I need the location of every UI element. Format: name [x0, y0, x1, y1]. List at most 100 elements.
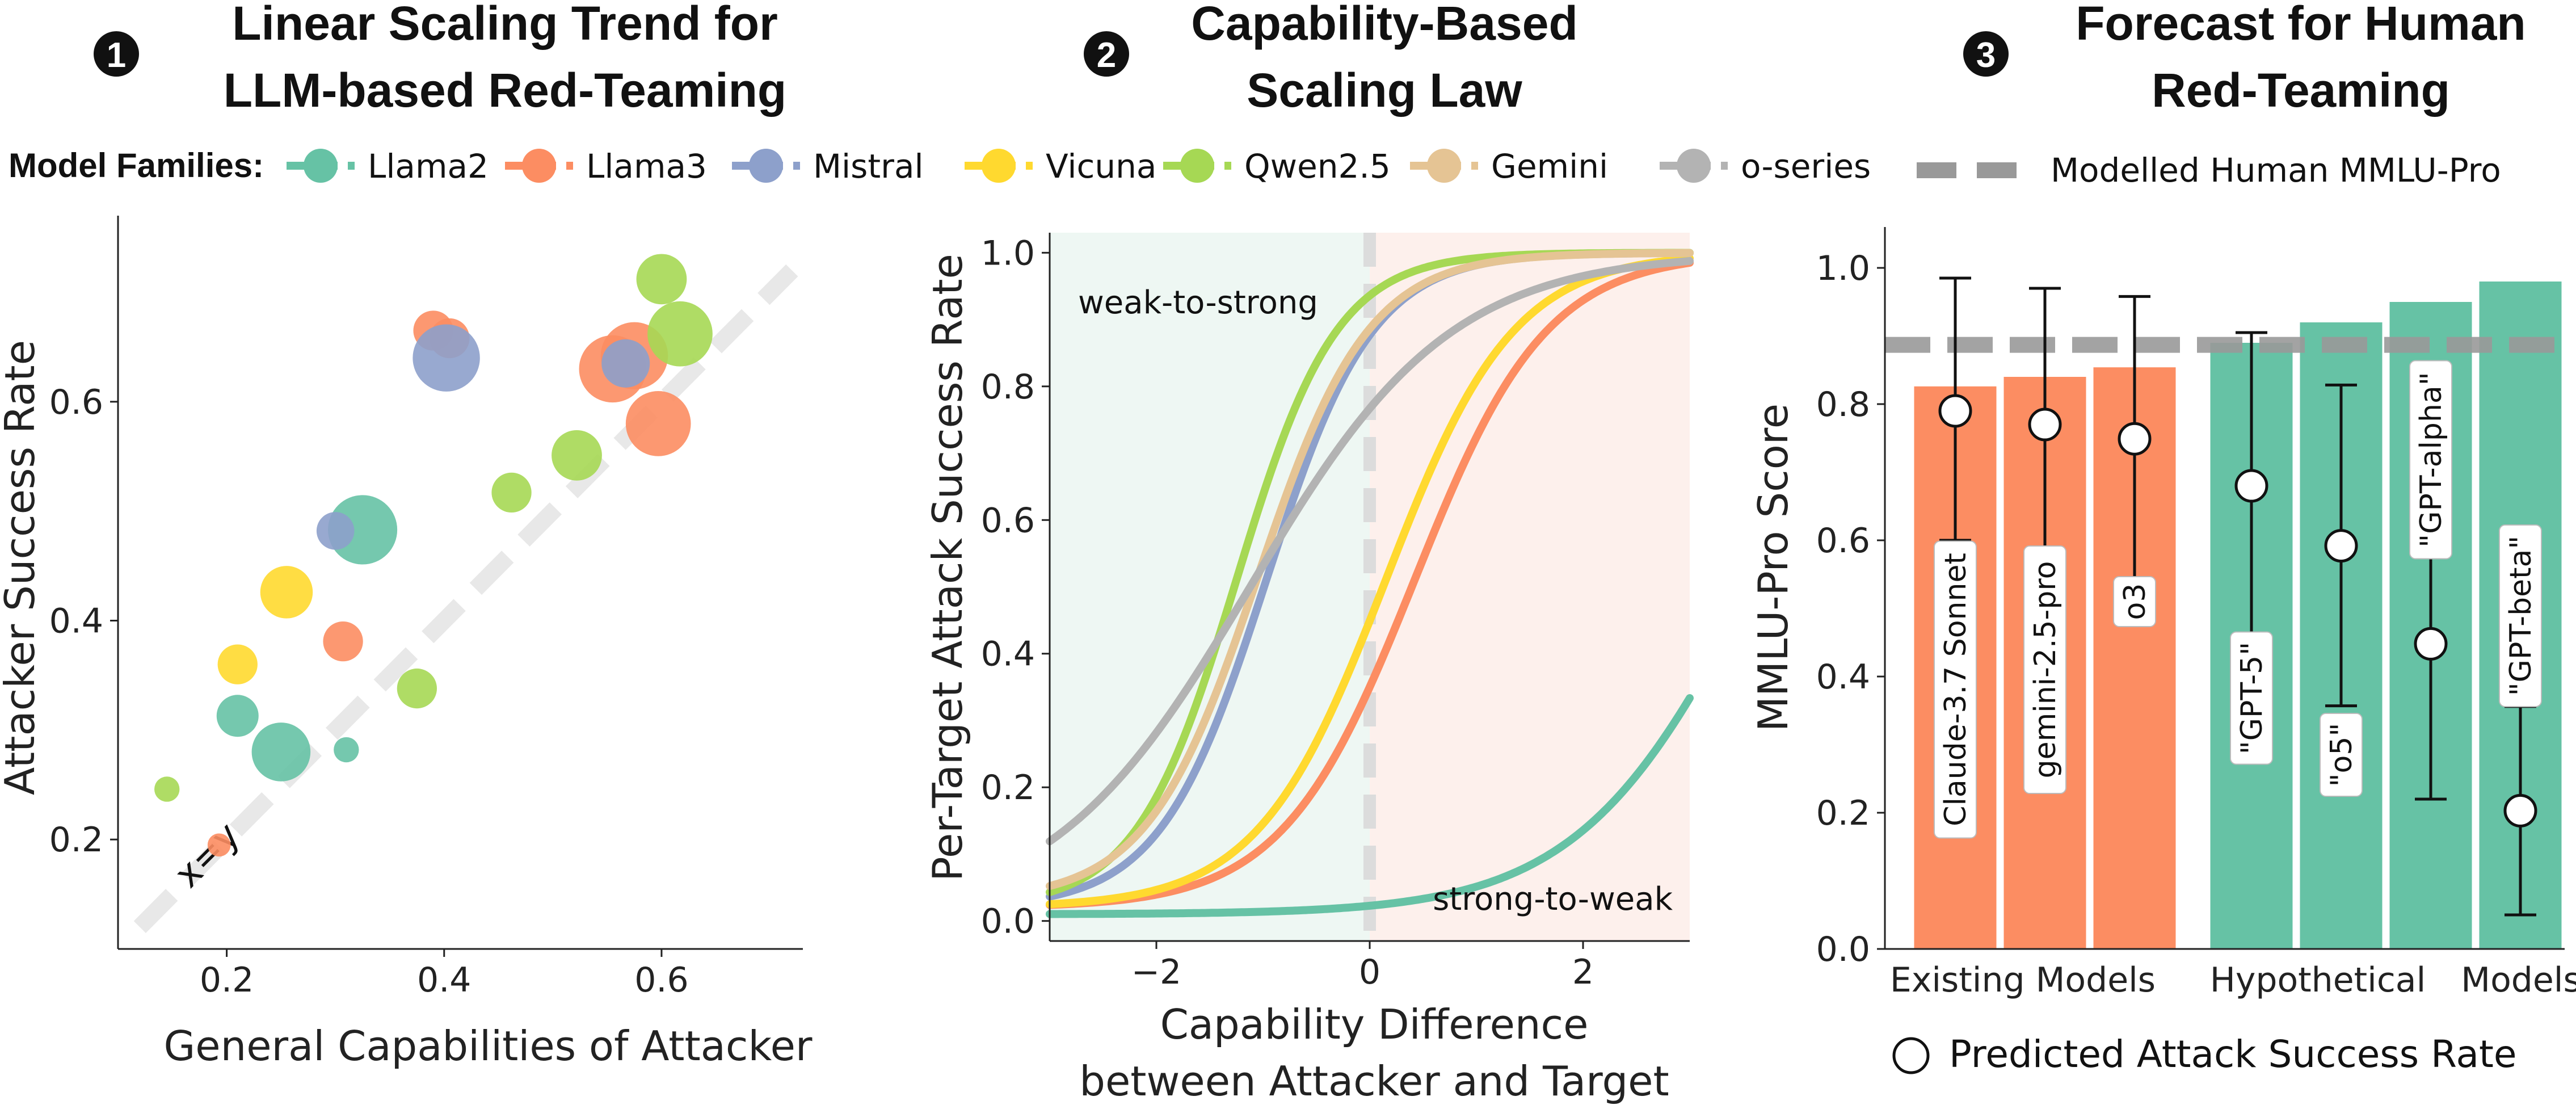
legend-swatch-marker-vicuna — [982, 149, 1016, 183]
panel-2-number: 2 — [1097, 36, 1116, 75]
scaling-y-tick-label: 0.2 — [981, 768, 1035, 808]
legend-label-gemini: Gemini — [1491, 147, 1608, 186]
human-mmlu-legend: Modelled Human MMLU-Pro — [1917, 151, 2501, 190]
scaling-x-axis-label-line1: Capability Difference — [1160, 1001, 1589, 1048]
scaling-x-tick-label: −2 — [1131, 952, 1181, 992]
scatter-y-tick-label: 0.2 — [49, 820, 103, 860]
strong-to-weak-region — [1370, 233, 1690, 941]
legend-label-mistral: Mistral — [813, 147, 924, 186]
scatter-point-llama3 — [625, 391, 691, 456]
bar-label-5: "GPT-alpha" — [2414, 372, 2448, 547]
bar-label-3: "GPT-5" — [2235, 642, 2269, 754]
legend-swatch-marker-mistral — [749, 149, 783, 183]
curve-gemini — [1046, 249, 1694, 890]
bar-label-1: gemini-2.5-pro — [2028, 561, 2063, 779]
legend-title: Model Families: — [9, 146, 264, 184]
scatter-point-qwen2.5 — [491, 472, 532, 513]
group-label-1: Hypothetical — [2210, 960, 2426, 1000]
scatter-y-tick-label: 0.4 — [49, 601, 103, 641]
scatter-point-llama3 — [207, 833, 231, 857]
panel-3-title: 3 Forecast for Human Red-Teaming — [1963, 0, 2526, 117]
scatter-point-mistral — [413, 324, 480, 392]
weak-to-strong-region — [1050, 233, 1370, 941]
legend-swatch-marker-o-series — [1677, 149, 1711, 183]
scatter-x-tick-label: 0.4 — [417, 960, 471, 1000]
scaling-y-axis-label: Per-Target Attack Success Rate — [924, 254, 971, 881]
scatter-point-llama2 — [334, 737, 359, 763]
scatter-panel: x=y0.2 0.4 0.60.20.40.6 — [49, 216, 803, 1000]
scatter-point-llama3 — [323, 621, 363, 662]
forecast-y-tick-label: 0.2 — [1816, 793, 1870, 833]
scaling-x-axis-label-line2: between Attacker and Target — [1079, 1057, 1669, 1105]
curve-llama2 — [1046, 694, 1694, 918]
scatter-x-axis-label: General Capabilities of Attacker — [164, 1022, 813, 1070]
group-label-0: Existing Models — [1890, 960, 2156, 1000]
bar-label-box-0 — [1934, 540, 1977, 839]
scatter-x-tick-label: 0.2 — [200, 960, 254, 1000]
panel-3-number: 3 — [1976, 36, 1996, 75]
legend-swatch-marker-gemini — [1427, 149, 1461, 183]
predicted-asr-point-0 — [1938, 394, 1972, 428]
strong-to-weak-label: strong-to-weak — [1433, 881, 1673, 918]
group-label-2: Models — [2461, 960, 2576, 1000]
panel-2-title: 2 Capability-Based Scaling Law — [1084, 0, 1578, 117]
scatter-point-llama2 — [216, 695, 259, 737]
predicted-asr-point-6 — [2503, 793, 2537, 827]
scatter-point-mistral — [316, 512, 355, 550]
predicted-asr-point-2 — [2118, 422, 2152, 456]
scaling-law-panel: weak-to-strong strong-to-weak −2 0 2 0.0 0.2 0.… — [981, 233, 1694, 992]
forecast-y-tick-label: 0.8 — [1816, 385, 1870, 425]
bar-label-2: o3 — [2118, 583, 2152, 620]
bar-label-box-6 — [2499, 524, 2542, 707]
human-mmlu-legend-label: Modelled Human MMLU-Pro — [2051, 151, 2501, 190]
legend-swatch-marker-llama3 — [522, 149, 556, 183]
bar-label-box-1 — [2023, 545, 2066, 794]
predicted-asr-point-1 — [2028, 408, 2062, 442]
bar-label-box-2 — [2113, 576, 2156, 627]
scaling-y-tick-label: 0.6 — [981, 501, 1035, 540]
model-families-legend: Model Families: Llama2 Llama3 Mistral Vicun… — [9, 146, 1871, 186]
panel-1-number: 1 — [107, 36, 126, 75]
bar-label-4: "o5" — [2325, 723, 2359, 787]
panel-1-title: 1 Linear Scaling Trend for LLM-based Red… — [94, 0, 786, 117]
panel-3-title-line1: Forecast for Human — [2076, 0, 2526, 50]
weak-to-strong-label: weak-to-strong — [1078, 284, 1318, 321]
panel-2-title-line1: Capability-Based — [1191, 0, 1578, 50]
predicted-asr-legend: Predicted Attack Success Rate — [1892, 1032, 2516, 1076]
curve-llama3 — [1046, 259, 1694, 909]
scaling-y-tick-label: 1.0 — [981, 233, 1035, 273]
legend-label-qwen2.5: Qwen2.5 — [1244, 147, 1391, 186]
legend-label-o-series: o-series — [1741, 147, 1871, 186]
scatter-point-vicuna — [217, 644, 258, 684]
scatter-point-qwen2.5 — [636, 254, 687, 305]
forecast-y-axis-label: MMLU-Pro Score — [1749, 404, 1797, 732]
scatter-x-tick-label: 0.6 — [634, 960, 688, 1000]
forecast-y-tick-label: 0.4 — [1816, 657, 1870, 697]
legend-label-llama3: Llama3 — [586, 147, 707, 186]
x-equals-y-reference-line — [133, 264, 798, 934]
bar-label-0: Claude-3.7 Sonnet — [1939, 553, 1973, 826]
curve-vicuna — [1046, 254, 1694, 909]
scatter-point-llama2 — [328, 495, 398, 565]
bar-label-box-3 — [2230, 631, 2273, 765]
scaling-y-tick-label: 0.0 — [981, 902, 1035, 942]
forecast-y-tick-label: 1.0 — [1816, 249, 1870, 288]
bar-label-6: "GPT-beta" — [2504, 536, 2538, 696]
legend-swatch-marker-qwen2.5 — [1180, 149, 1214, 183]
curve-o-series — [1046, 257, 1694, 846]
predicted-asr-legend-marker — [1892, 1037, 1930, 1074]
panel-1-title-line1: Linear Scaling Trend for — [232, 0, 778, 50]
scatter-point-llama2 — [251, 722, 311, 782]
predicted-asr-point-3 — [2234, 469, 2268, 503]
legend-swatch-marker-llama2 — [304, 149, 338, 183]
panel-1-title-line2: LLM-based Red-Teaming — [224, 64, 787, 117]
scatter-y-axis-label: Attacker Success Rate — [0, 340, 44, 795]
bar-label-box-4 — [2320, 713, 2363, 797]
scaling-y-tick-label: 0.4 — [981, 635, 1035, 674]
scatter-point-qwen2.5 — [552, 430, 602, 481]
scaling-x-tick-label: 0 — [1359, 952, 1380, 992]
panel-3-title-line2: Red-Teaming — [2152, 64, 2450, 117]
panel-2-title-line2: Scaling Law — [1247, 64, 1522, 117]
predicted-asr-point-5 — [2414, 627, 2448, 661]
scaling-x-tick-label: 2 — [1572, 952, 1594, 992]
